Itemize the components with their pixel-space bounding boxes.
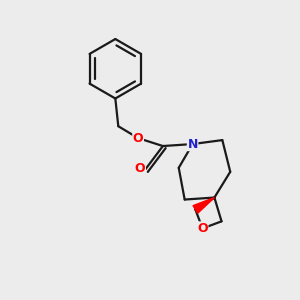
Text: O: O <box>197 222 208 235</box>
Polygon shape <box>193 198 214 213</box>
Text: N: N <box>188 138 198 151</box>
Text: O: O <box>133 132 143 145</box>
Text: O: O <box>135 162 146 175</box>
